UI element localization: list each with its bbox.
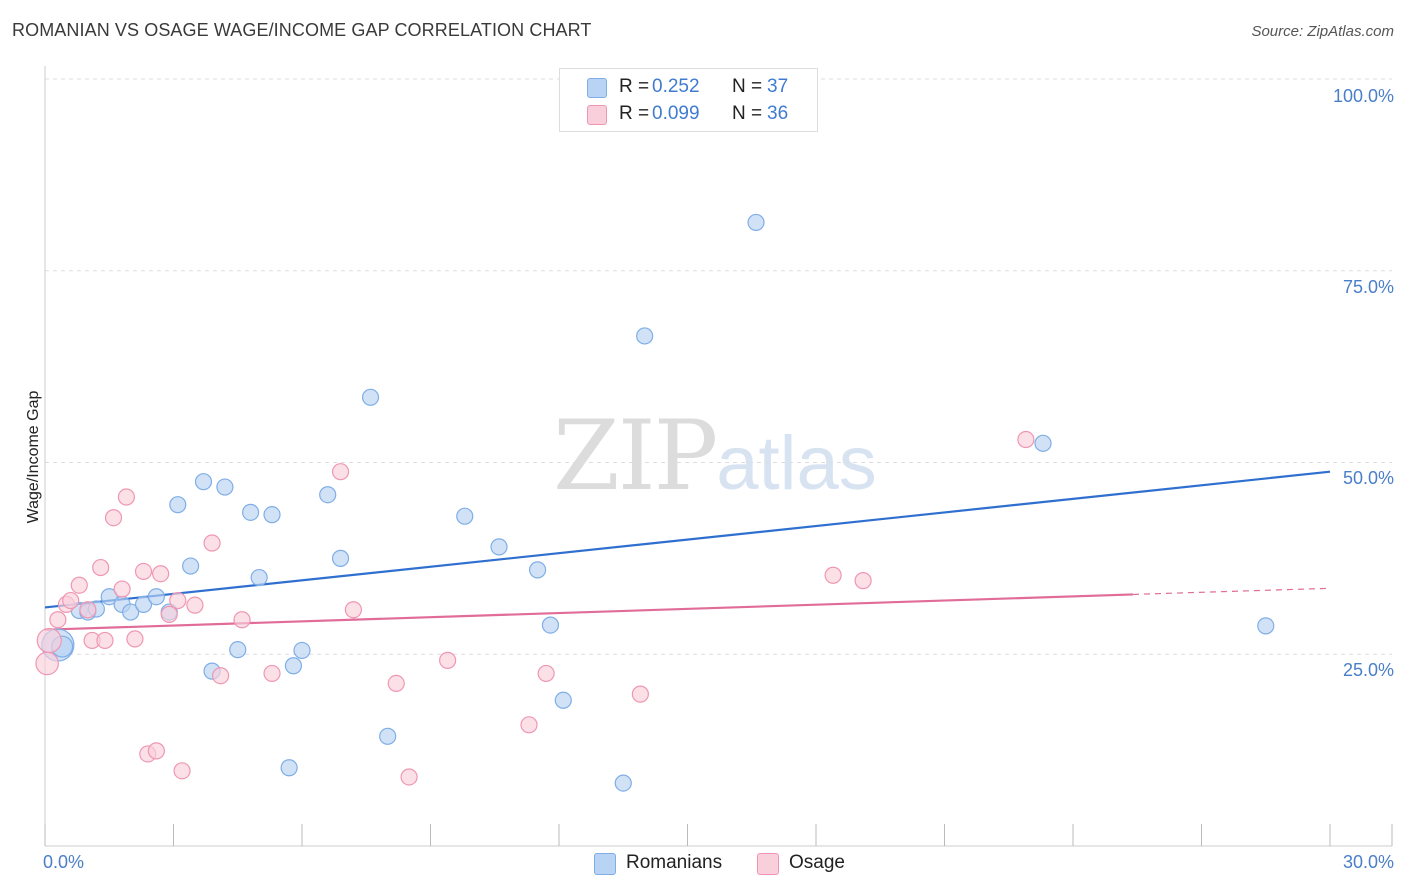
osage-point [147,742,165,760]
osage-swatch [587,105,607,125]
romanians-point [331,549,350,567]
romanians-point [319,486,337,504]
watermark-atlas: atlas [716,421,877,506]
osage-point [160,605,178,623]
romanians-point [122,603,140,621]
romanians-point [490,538,508,556]
osage-point [113,580,131,598]
r-value: 0.099 [652,103,700,124]
romanians-point [229,641,247,659]
legend-label: Osage [789,852,845,873]
romanians-point [528,561,547,579]
romanians-point [1034,434,1052,452]
osage-point [96,631,114,650]
n-value: 37 [767,76,789,97]
osage-point [186,596,204,614]
osage-trend-line [44,593,1134,631]
osage-point [70,576,88,594]
osage-point [126,630,144,648]
osage-point [233,611,251,629]
trend-lines [44,470,1331,631]
n-label: N = [732,103,763,124]
x-tick-label-max: 30.0% [1342,852,1394,872]
osage-point [62,591,80,610]
osage-point [387,674,405,692]
osage-point [49,611,67,629]
osage-point [152,565,170,583]
osage-point [35,651,59,676]
romanians-point [134,595,153,613]
watermark: ZIPatlas [553,400,877,512]
osage-point [854,572,872,590]
romanians-point [293,641,311,660]
osage-point [79,601,97,619]
romanians-point [636,327,654,345]
romanians-point [747,213,765,232]
romanians-point [456,507,474,525]
osage-point [537,664,555,683]
romanians-trend-line [44,470,1331,609]
osage-point [36,627,62,654]
osage-point [520,716,538,734]
romanians-point [216,478,234,496]
x-tick-label-min: 0.0% [43,852,85,872]
n-value: 36 [767,103,789,124]
osage-point [173,762,191,780]
n-label: N = [732,76,763,97]
romanians-point [541,616,560,634]
osage-point [117,488,135,506]
data-points [35,213,1275,792]
osage-trend-extension [1132,587,1331,596]
y-tick-label-50: 50.0% [1342,468,1394,488]
correlation-legend: R = 0.252 N = 37 R = 0.099 N = 36 [559,68,818,132]
osage-point [400,768,418,786]
romanians-point [1257,617,1275,635]
gridlines [45,78,1392,655]
romanians-point [250,568,268,587]
romanians-point [194,473,213,491]
r-value: 0.252 [652,76,700,97]
romanians-point [284,657,303,675]
osage-point [104,509,123,527]
romanians-point [614,774,632,792]
osage-point [631,685,649,703]
osage-point [92,558,110,577]
axes [44,66,1393,847]
romanians-point [169,496,187,514]
osage-point [212,667,230,685]
romanians-point [100,588,118,606]
osage-point [344,601,362,619]
osage-point [169,591,187,610]
r-label: R = [619,76,650,97]
y-axis-label: Wage/Income Gap [25,390,42,524]
y-tick-label-25: 25.0% [1342,660,1394,680]
osage-point [331,463,350,481]
osage-swatch [757,853,779,875]
legend-label: Romanians [626,852,723,873]
romanians-point [242,503,260,521]
y-tick-label-100: 100.0% [1332,86,1394,106]
source-credit: Source: ZipAtlas.com [1251,23,1394,40]
romanians-point [182,557,200,575]
romanians-point [554,691,572,709]
osage-point [824,566,842,584]
romanians-point [361,388,380,406]
osage-point [439,651,457,669]
romanians-swatch [587,78,607,98]
romanians-point [263,506,281,524]
romanians-point [379,727,397,745]
y-tick-label-75: 75.0% [1342,277,1394,297]
chart-title: ROMANIAN VS OSAGE WAGE/INCOME GAP CORREL… [12,20,592,40]
osage-point [134,562,153,581]
romanians-swatch [594,853,616,875]
osage-point [1017,430,1035,449]
romanians-point [280,759,298,777]
osage-point [203,534,221,552]
osage-point [263,664,281,683]
romanians-point [147,588,165,606]
r-label: R = [619,103,650,124]
watermark-zip: ZIP [553,400,718,512]
